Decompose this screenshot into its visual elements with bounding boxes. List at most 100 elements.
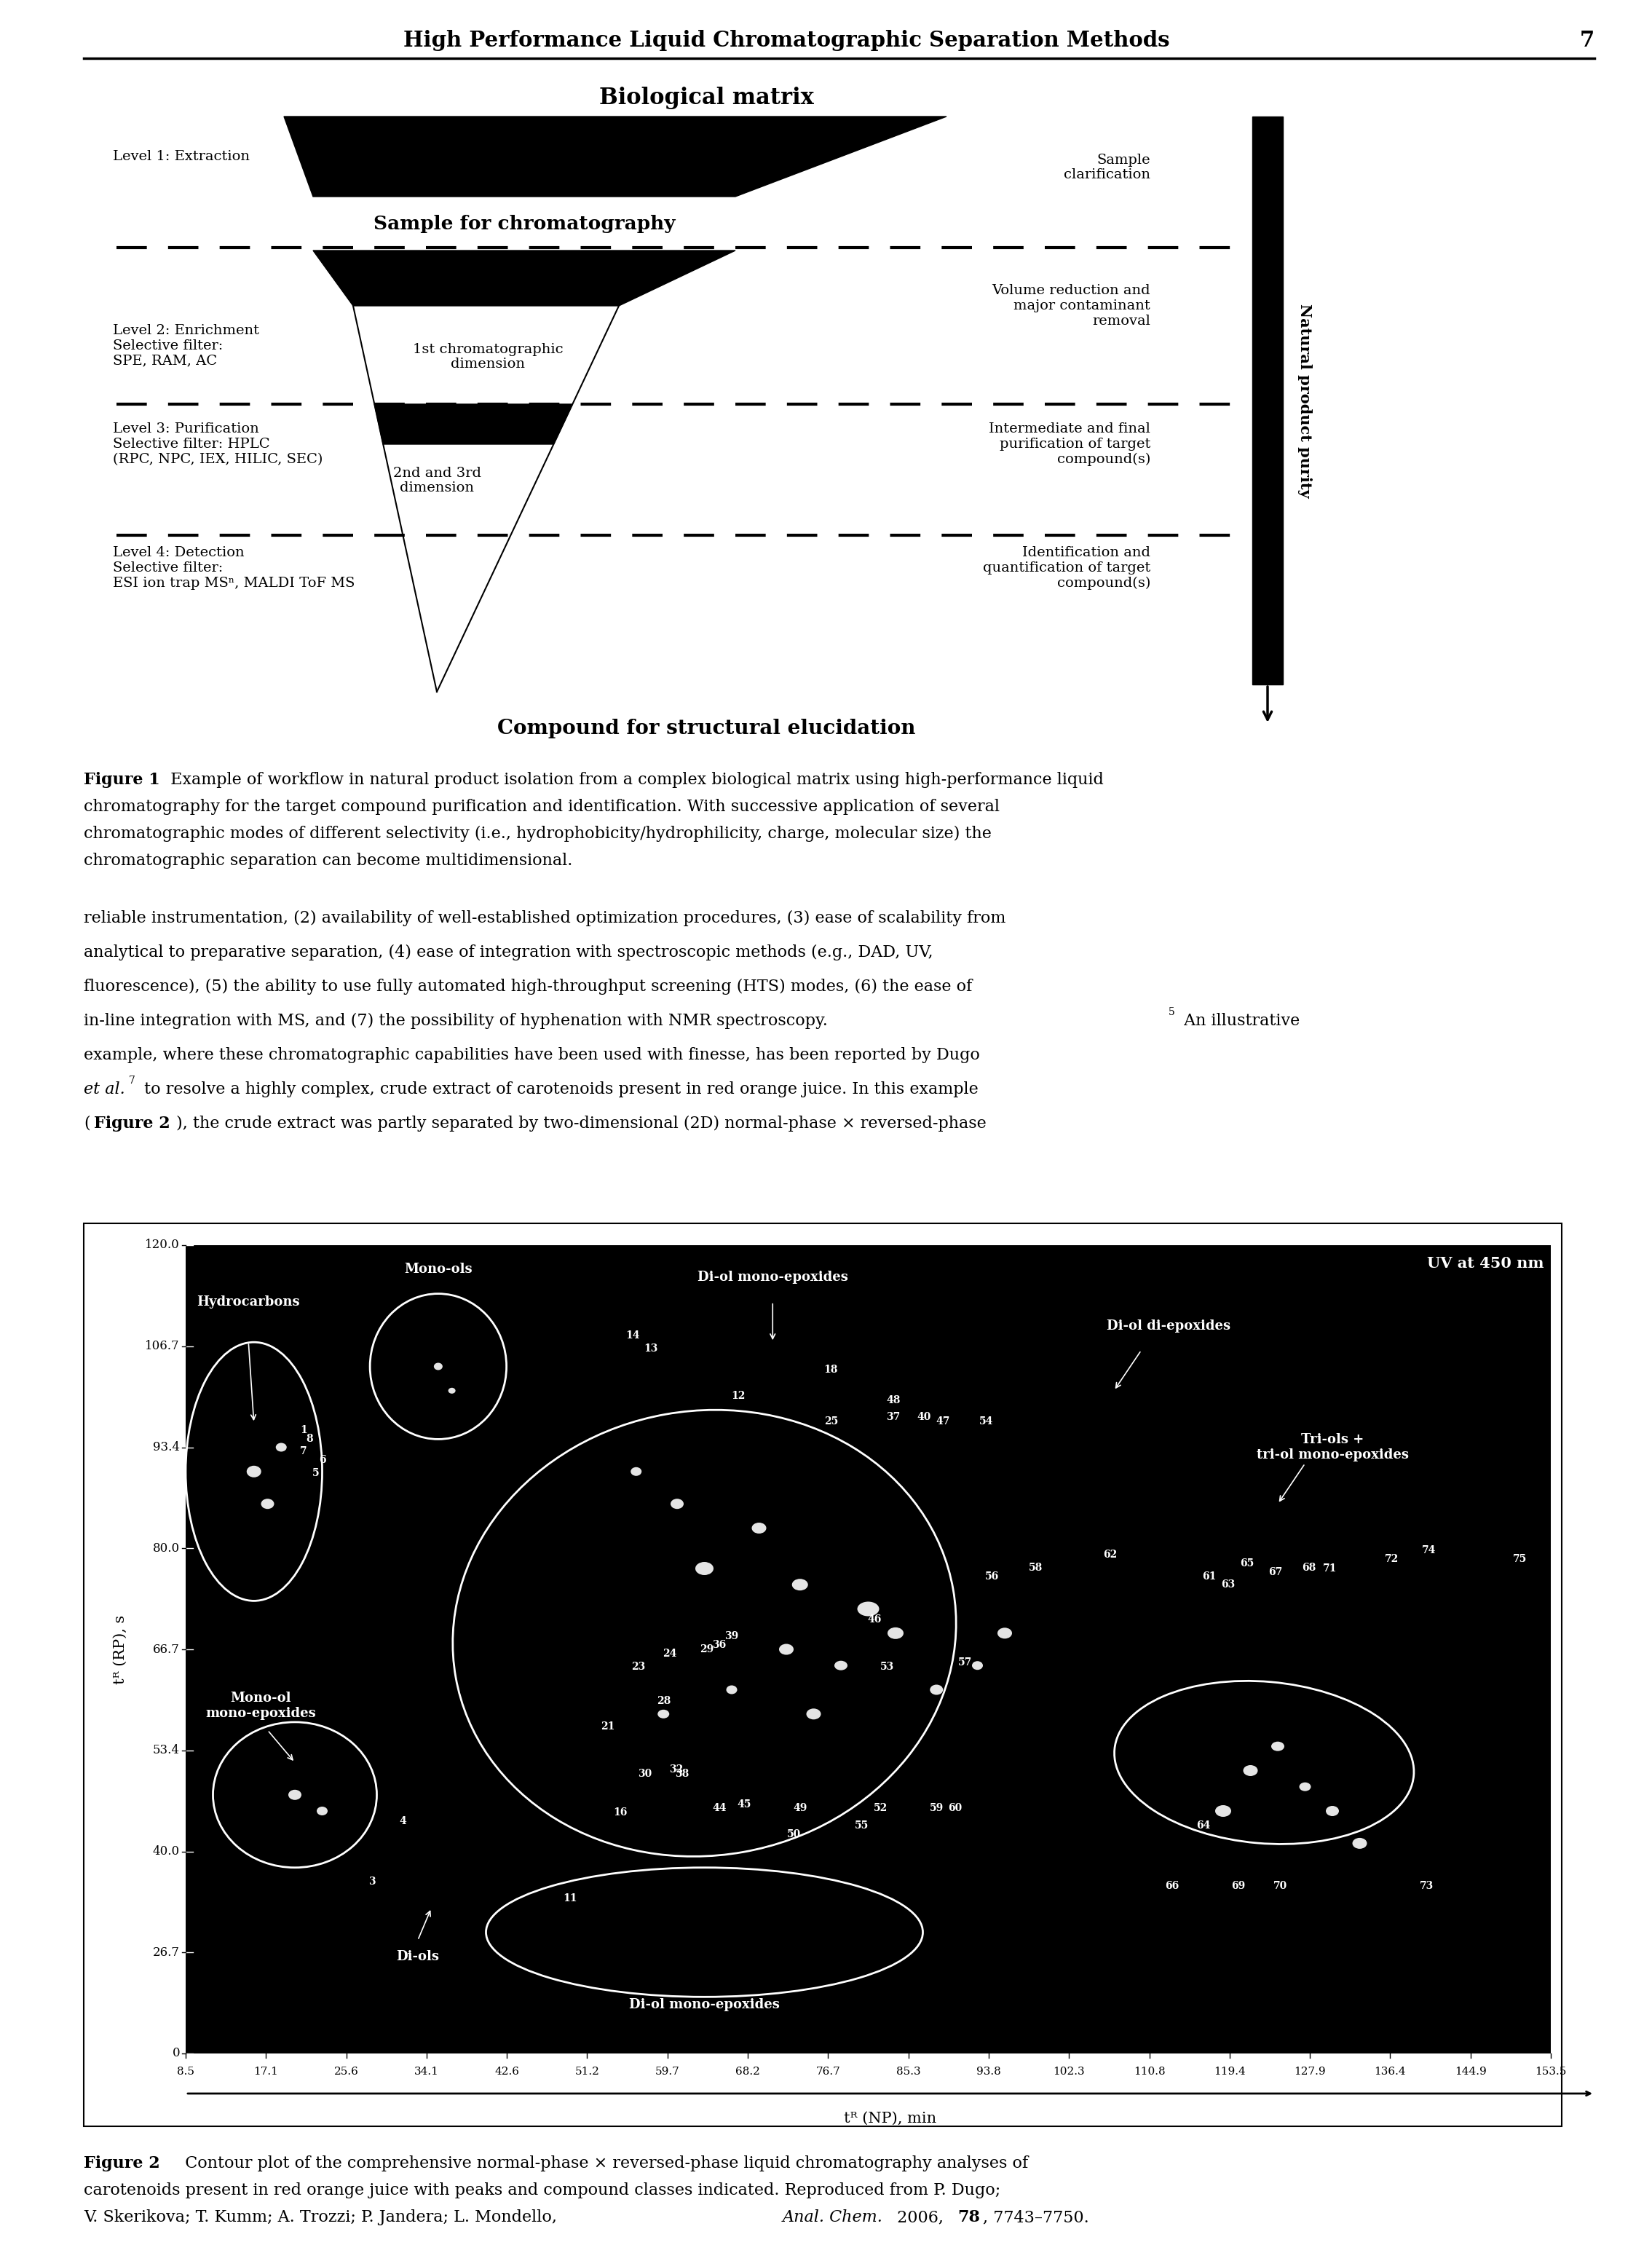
Text: 71: 71 xyxy=(1323,1564,1336,1573)
Text: 67: 67 xyxy=(1269,1566,1282,1577)
Text: Figure 1: Figure 1 xyxy=(84,773,160,789)
Text: 40: 40 xyxy=(917,1413,932,1422)
Ellipse shape xyxy=(1353,1838,1366,1850)
Text: tᴿ (RP), s: tᴿ (RP), s xyxy=(114,1615,127,1683)
Text: Sample for chromatography: Sample for chromatography xyxy=(373,216,676,234)
Text: 68.2: 68.2 xyxy=(735,2066,760,2077)
Text: ), the crude extract was partly separated by two-dimensional (2D) normal-phase ×: ), the crude extract was partly separate… xyxy=(177,1115,986,1131)
Text: chromatography for the target compound purification and identification. With suc: chromatography for the target compound p… xyxy=(84,800,999,816)
Text: 110.8: 110.8 xyxy=(1133,2066,1165,2077)
Text: 47: 47 xyxy=(935,1417,950,1426)
Ellipse shape xyxy=(1298,1782,1312,1791)
Text: UV at 450 nm: UV at 450 nm xyxy=(1427,1257,1543,1271)
Text: Figure 2: Figure 2 xyxy=(84,2156,160,2172)
Text: 66.7: 66.7 xyxy=(154,1642,180,1656)
Text: 28: 28 xyxy=(656,1697,671,1706)
Text: 62: 62 xyxy=(1104,1550,1117,1559)
Text: 58: 58 xyxy=(1029,1564,1042,1573)
Text: 11: 11 xyxy=(563,1893,578,1904)
Text: 38: 38 xyxy=(676,1769,689,1780)
Text: 7: 7 xyxy=(301,1446,307,1458)
Text: 85.3: 85.3 xyxy=(895,2066,920,2077)
Text: Tri-ols +
tri-ol mono-epoxides: Tri-ols + tri-ol mono-epoxides xyxy=(1256,1433,1409,1462)
Bar xyxy=(1252,117,1284,685)
Text: Compound for structural elucidation: Compound for structural elucidation xyxy=(497,719,915,739)
Ellipse shape xyxy=(806,1708,821,1719)
Text: Sample
clarification: Sample clarification xyxy=(1064,153,1150,182)
Text: analytical to preparative separation, (4) ease of integration with spectroscopic: analytical to preparative separation, (4… xyxy=(84,944,933,960)
Text: 75: 75 xyxy=(1513,1555,1526,1564)
Text: 3: 3 xyxy=(368,1877,375,1886)
Text: 37: 37 xyxy=(885,1413,900,1422)
Text: in-line integration with MS, and (7) the possibility of hyphenation with NMR spe: in-line integration with MS, and (7) the… xyxy=(84,1014,828,1030)
Text: 144.9: 144.9 xyxy=(1454,2066,1487,2077)
Polygon shape xyxy=(375,403,573,444)
Text: 119.4: 119.4 xyxy=(1214,2066,1246,2077)
Ellipse shape xyxy=(317,1807,327,1816)
Text: 57: 57 xyxy=(958,1658,971,1667)
Text: Anal. Chem.: Anal. Chem. xyxy=(783,2210,884,2226)
Ellipse shape xyxy=(671,1498,684,1510)
Text: Di-ol mono-epoxides: Di-ol mono-epoxides xyxy=(697,1271,847,1284)
Text: 6: 6 xyxy=(319,1455,325,1464)
Text: 40.0: 40.0 xyxy=(152,1845,180,1856)
Bar xyxy=(84,1223,1561,2127)
Text: 25: 25 xyxy=(824,1417,838,1426)
Text: 106.7: 106.7 xyxy=(145,1341,180,1352)
Text: 16: 16 xyxy=(613,1807,628,1818)
Ellipse shape xyxy=(434,1363,443,1370)
Ellipse shape xyxy=(780,1645,793,1654)
Ellipse shape xyxy=(930,1685,943,1694)
Text: Intermediate and final
purification of target
compound(s): Intermediate and final purification of t… xyxy=(990,421,1150,466)
Ellipse shape xyxy=(834,1660,847,1669)
Text: 30: 30 xyxy=(638,1769,653,1780)
Text: 74: 74 xyxy=(1422,1546,1436,1555)
Ellipse shape xyxy=(887,1627,904,1638)
Text: Identification and
quantification of target
compound(s): Identification and quantification of tar… xyxy=(983,545,1150,590)
Ellipse shape xyxy=(261,1498,274,1510)
Text: 46: 46 xyxy=(867,1613,882,1624)
Text: 48: 48 xyxy=(885,1395,900,1406)
Text: 1st chromatographic
dimension: 1st chromatographic dimension xyxy=(413,342,563,372)
Text: 2006,: 2006, xyxy=(892,2210,948,2226)
Text: (: ( xyxy=(84,1115,89,1131)
Text: , 7743–7750.: , 7743–7750. xyxy=(983,2210,1089,2226)
Text: 4: 4 xyxy=(400,1816,406,1827)
Text: Di-ol di-epoxides: Di-ol di-epoxides xyxy=(1107,1320,1231,1332)
Ellipse shape xyxy=(857,1602,879,1615)
Text: 61: 61 xyxy=(1203,1570,1216,1582)
Text: example, where these chromatographic capabilities have been used with finesse, h: example, where these chromatographic cap… xyxy=(84,1048,980,1063)
Text: 60: 60 xyxy=(948,1802,961,1814)
Ellipse shape xyxy=(998,1627,1013,1638)
Text: 21: 21 xyxy=(601,1721,615,1733)
Text: 54: 54 xyxy=(980,1417,993,1426)
Text: Example of workflow in natural product isolation from a complex biological matri: Example of workflow in natural product i… xyxy=(160,773,1104,789)
Text: 45: 45 xyxy=(737,1798,752,1809)
Bar xyxy=(185,1246,1551,2052)
Text: 32: 32 xyxy=(669,1764,682,1775)
Text: Di-ol mono-epoxides: Di-ol mono-epoxides xyxy=(629,1998,780,2012)
Text: 8: 8 xyxy=(306,1433,314,1444)
Text: 42.6: 42.6 xyxy=(494,2066,519,2077)
Text: Natural product purity: Natural product purity xyxy=(1297,304,1312,498)
Text: Figure 2: Figure 2 xyxy=(94,1115,170,1131)
Text: 51.2: 51.2 xyxy=(575,2066,600,2077)
Text: 49: 49 xyxy=(793,1802,808,1814)
Text: 65: 65 xyxy=(1239,1559,1254,1568)
Ellipse shape xyxy=(289,1789,301,1800)
Text: 59: 59 xyxy=(930,1802,943,1814)
Text: Biological matrix: Biological matrix xyxy=(600,88,813,110)
Text: 80.0: 80.0 xyxy=(152,1541,180,1555)
Text: 8.5: 8.5 xyxy=(177,2066,195,2077)
Text: Mono-ols: Mono-ols xyxy=(405,1264,472,1275)
Ellipse shape xyxy=(971,1660,983,1669)
Text: Level 4: Detection
Selective filter:
ESI ion trap MSⁿ, MALDI ToF MS: Level 4: Detection Selective filter: ESI… xyxy=(112,545,355,590)
Text: Di-ols: Di-ols xyxy=(396,1949,439,1962)
Text: 7: 7 xyxy=(129,1075,135,1086)
Polygon shape xyxy=(284,117,947,196)
Ellipse shape xyxy=(631,1467,641,1476)
Text: 76.7: 76.7 xyxy=(816,2066,841,2077)
Ellipse shape xyxy=(1272,1742,1284,1751)
Text: 102.3: 102.3 xyxy=(1052,2066,1085,2077)
Ellipse shape xyxy=(1327,1807,1338,1816)
